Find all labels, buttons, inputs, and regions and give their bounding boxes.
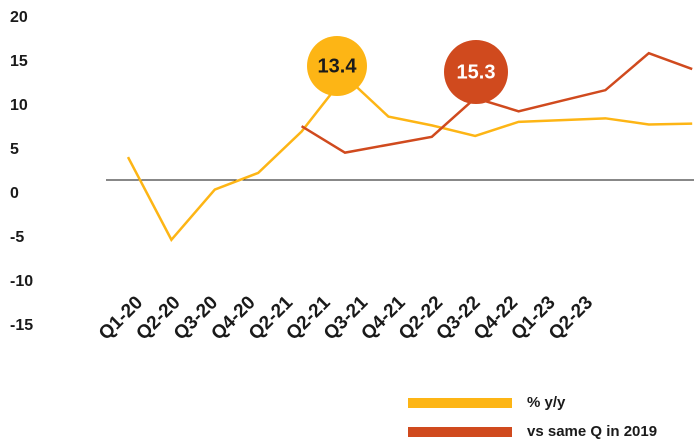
annotation-bubble <box>444 40 508 104</box>
y-tick-label: -10 <box>10 273 33 290</box>
legend-swatch <box>408 398 512 408</box>
legend-label: % y/y <box>527 394 566 411</box>
y-tick-label: 10 <box>10 97 28 114</box>
y-tick-label: 15 <box>10 53 28 70</box>
series-line <box>126 74 693 242</box>
annotation-bubble <box>307 36 367 96</box>
y-tick-label: 5 <box>10 141 19 158</box>
y-tick-label: -5 <box>10 229 24 246</box>
annotation-text: 15.3 <box>457 61 496 83</box>
series-line <box>300 51 693 154</box>
y-tick-label: 0 <box>10 185 19 202</box>
x-tick-label: Q2-23 <box>545 292 597 344</box>
legend-label: vs same Q in 2019 <box>527 423 657 440</box>
y-tick-label: -15 <box>10 317 33 334</box>
y-tick-label: 20 <box>10 9 28 26</box>
legend-swatch <box>408 427 512 437</box>
annotation-text: 13.4 <box>318 55 358 77</box>
